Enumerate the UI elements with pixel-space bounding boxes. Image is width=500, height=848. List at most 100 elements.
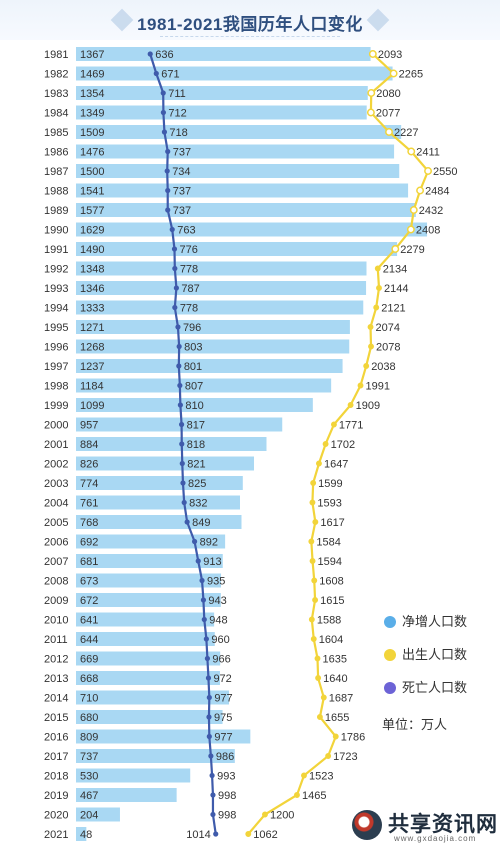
deaths-data-label: 737 [173,205,191,217]
net-growth-bar [76,690,230,705]
births-point [320,694,327,701]
deaths-point [176,363,182,369]
births-point [406,225,415,234]
births-point [316,714,323,720]
year-tick-label: 1997 [44,361,68,373]
deaths-data-label: 778 [180,303,198,315]
births-data-label: 2134 [383,264,407,276]
deaths-data-label: 801 [184,361,202,373]
births-data-label: 1786 [341,732,365,744]
net-growth-bar [76,242,398,256]
net-growth-bar [76,476,243,490]
deaths-data-label: 810 [185,400,203,412]
births-data-label: 1588 [317,615,341,627]
births-data-label: 2121 [381,303,405,315]
births-data-label: 2484 [425,186,449,198]
watermark: 共享资讯网 www.gxdaojia.com [348,806,500,848]
deaths-point [206,694,212,701]
deaths-point [147,51,153,57]
net-growth-data-label: 467 [80,790,98,802]
year-tick-label: 1984 [44,108,68,120]
deaths-point [165,207,171,213]
deaths-data-label: 948 [209,615,227,627]
births-data-label: 1465 [302,790,326,802]
deaths-data-label: 737 [173,186,191,198]
year-tick-label: 2000 [44,420,68,432]
births-data-label: 1615 [320,595,344,607]
year-tick-label: 2017 [44,751,68,763]
births-point [376,285,382,291]
deaths-data-label: 972 [213,673,231,685]
year-tick-label: 2015 [44,712,68,724]
deaths-point [180,480,186,486]
deaths-data-label: 960 [211,634,229,646]
year-tick-label: 2006 [44,537,68,549]
chart-title: 1981-2021我国历年人口变化 [137,15,363,34]
net-growth-data-label: 680 [80,712,98,724]
births-data-label: 1604 [319,634,343,646]
deaths-point [153,70,159,77]
net-growth-data-label: 641 [80,615,98,627]
net-growth-bar [76,651,221,666]
year-tick-label: 1995 [44,322,68,334]
deaths-point [204,655,211,662]
net-growth-data-label: 809 [80,732,98,744]
deaths-data-label: 832 [189,498,207,510]
legend-marker-births [384,649,396,661]
deaths-data-label: 778 [180,264,198,276]
births-point [409,206,418,214]
legend-item-net-growth: 净增人口数 [380,612,495,645]
deaths-point [171,246,178,252]
net-growth-bar [76,300,364,315]
births-point [357,382,364,389]
legend-label-net-growth: 净增人口数 [402,614,468,629]
deaths-point [184,519,190,525]
deaths-point [165,148,171,155]
deaths-point [210,792,216,798]
deaths-point [209,772,215,779]
deaths-data-label: 818 [187,439,205,451]
births-data-label: 2078 [376,342,400,354]
deaths-data-label: 849 [192,517,210,529]
year-tick-label: 1981 [44,49,68,61]
net-growth-data-label: 1577 [80,205,104,217]
deaths-data-label: 737 [173,147,191,159]
births-data-label: 1687 [329,693,353,705]
deaths-point [200,597,207,603]
births-point [330,421,337,428]
net-growth-bar [76,593,221,607]
deaths-data-label: 943 [208,595,226,607]
births-data-label: 2074 [376,322,400,334]
births-data-label: 1594 [318,556,342,568]
births-point [301,772,307,779]
births-point [391,245,400,253]
births-data-label: 2550 [433,166,457,178]
year-tick-label: 2008 [44,576,68,588]
year-tick-label: 1982 [44,69,68,81]
births-data-label: 2265 [399,69,423,81]
births-point [308,616,315,623]
births-point [347,402,354,408]
births-data-label: 1599 [318,478,342,490]
deaths-point [208,753,214,759]
net-growth-bar [76,456,255,471]
births-point [316,460,322,467]
deaths-data-label: 986 [216,751,234,763]
net-growth-data-label: 957 [80,420,98,432]
year-tick-label: 1990 [44,225,68,237]
year-tick-label: 2014 [44,693,68,705]
year-tick-label: 2018 [44,771,68,783]
net-growth-data-label: 48 [80,829,92,841]
deaths-point [206,714,212,720]
births-point [314,655,321,662]
year-tick-label: 1998 [44,381,68,393]
deaths-point [206,733,212,740]
births-data-label: 1523 [309,771,333,783]
net-growth-data-label: 1490 [80,244,104,256]
net-growth-data-label: 1333 [80,303,104,315]
year-tick-label: 2012 [44,654,68,666]
births-data-label: 1771 [339,420,363,432]
births-data-label: 2408 [416,225,440,237]
net-growth-bar [76,495,240,510]
net-growth-data-label: 774 [80,478,98,490]
